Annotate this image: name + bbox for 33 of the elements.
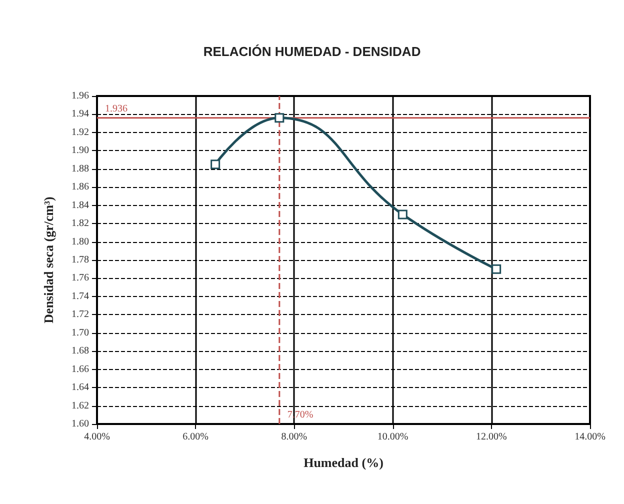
chart-title: RELACIÓN HUMEDAD - DENSIDAD <box>203 44 421 59</box>
point <box>398 210 408 220</box>
y-tick-label: 1.88 <box>72 163 89 174</box>
y-tick-label: 1.96 <box>72 90 89 102</box>
y-tick-label: 1.66 <box>72 364 89 375</box>
y-tick-label: 1.92 <box>72 126 89 138</box>
y-tick-label: 1.64 <box>72 382 89 394</box>
y-axis-title: Densidad seca (gr/cm³) <box>41 196 56 324</box>
y-tick-label: 1.86 <box>72 182 89 193</box>
point <box>274 113 284 123</box>
y-tick-label: 1.74 <box>72 290 89 302</box>
x-tick-label: 12.00% <box>476 432 507 442</box>
x-tick-label: 8.00% <box>281 432 308 442</box>
y-tick-label: 1.80 <box>72 236 89 248</box>
y-tick-label: 1.60 <box>72 418 89 430</box>
x-tick-label: 4.00% <box>84 432 110 442</box>
y-tick-label: 1.94 <box>72 108 89 120</box>
y-tick-label: 1.68 <box>72 346 89 357</box>
y-tick-label: 1.84 <box>72 200 89 211</box>
y-tick-label: 1.82 <box>72 218 89 230</box>
x-tick-label: 10.00% <box>377 432 408 442</box>
point <box>210 160 220 170</box>
point <box>492 264 502 274</box>
y-tick-label: 1.70 <box>72 327 89 338</box>
y-tick-label: 1.72 <box>72 309 89 320</box>
y-tick-label: 1.62 <box>72 400 89 412</box>
x-axis-title: Humedad (%) <box>304 455 384 470</box>
y-tick-label: 1.78 <box>72 254 89 266</box>
x-tick-label: 14.00% <box>574 432 606 442</box>
ref-line-label: 1.936 <box>105 103 128 114</box>
x-tick-label: 6.00% <box>182 432 209 442</box>
y-tick-label: 1.76 <box>72 272 89 284</box>
y-tick-label: 1.90 <box>72 145 89 156</box>
